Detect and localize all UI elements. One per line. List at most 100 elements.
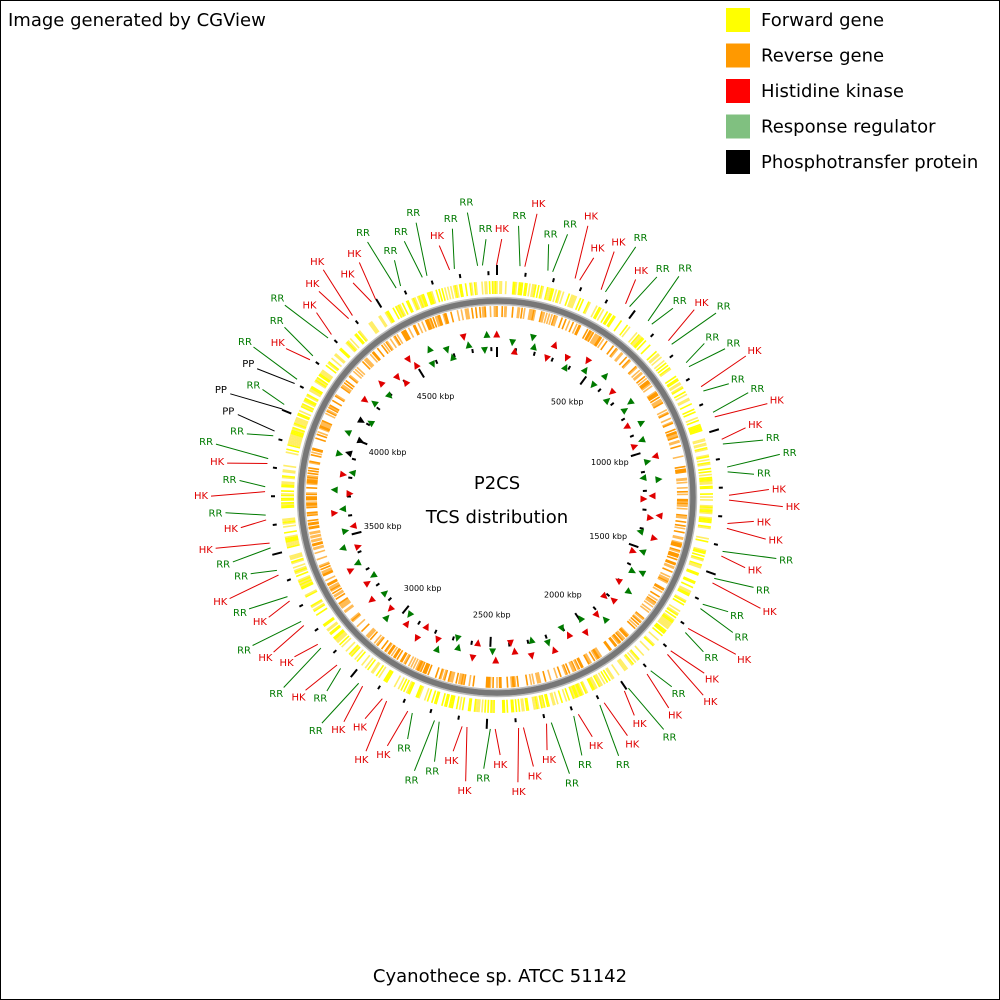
- label-connector: [225, 512, 266, 516]
- feature-marker: [506, 639, 514, 647]
- reverse-gene: [392, 647, 401, 658]
- feature-marker: [469, 654, 477, 662]
- forward-gene: [619, 324, 629, 336]
- forward-gene: [535, 284, 540, 299]
- forward-gene: [606, 667, 615, 679]
- reverse-gene: [528, 673, 533, 686]
- forward-gene: [358, 330, 369, 342]
- feature-label: RR: [459, 198, 473, 209]
- forward-gene: [338, 635, 350, 646]
- forward-gene: [313, 603, 326, 613]
- label-connector: [577, 714, 593, 738]
- feature-marker: [643, 458, 652, 466]
- label-connector: [215, 443, 269, 460]
- label-connector: [726, 527, 766, 540]
- reverse-gene: [429, 317, 436, 329]
- reverse-gene: [365, 357, 375, 367]
- reverse-gene: [522, 307, 526, 320]
- reverse-gene: [670, 444, 682, 450]
- feature-marker: [492, 656, 500, 664]
- reverse-gene: [510, 676, 513, 688]
- forward-gene: [416, 295, 424, 309]
- outer-tick: [458, 273, 462, 279]
- label-connector: [727, 471, 755, 475]
- forward-gene: [510, 699, 513, 713]
- feature-label: RR: [223, 475, 237, 486]
- forward-gene: [661, 614, 674, 624]
- reverse-gene: [312, 447, 324, 452]
- reverse-gene: [349, 374, 359, 383]
- feature-label: RR: [730, 611, 744, 622]
- label-connector: [650, 670, 673, 688]
- feature-label: RR: [425, 766, 439, 777]
- reverse-gene: [593, 336, 602, 347]
- feature-label: RR: [750, 384, 764, 395]
- forward-gene: [673, 390, 686, 399]
- forward-gene: [289, 435, 303, 441]
- feature-marker: [636, 528, 645, 536]
- label-connector: [603, 702, 628, 736]
- forward-gene: [370, 661, 380, 674]
- feature-marker: [566, 631, 574, 640]
- reverse-gene: [590, 333, 598, 345]
- inner-tick: [605, 592, 611, 598]
- feature-label: RR: [663, 733, 677, 744]
- reverse-gene: [531, 673, 535, 685]
- inner-tick: [567, 365, 572, 371]
- reverse-gene: [444, 312, 450, 324]
- reverse-gene: [594, 647, 603, 658]
- reverse-gene: [360, 623, 370, 633]
- outer-tick: [578, 286, 583, 292]
- forward-gene: [597, 672, 606, 685]
- feature-marker: [454, 634, 462, 642]
- reverse-gene: [665, 558, 677, 565]
- feature-label: HK: [376, 750, 391, 761]
- outer-tick: [298, 603, 304, 608]
- feature-marker: [638, 435, 646, 443]
- reverse-gene: [635, 611, 645, 620]
- reverse-gene: [640, 381, 651, 390]
- reverse-gene: [658, 575, 670, 582]
- label-connector: [546, 723, 548, 751]
- inner-tick: [470, 640, 473, 645]
- forward-gene: [699, 476, 713, 480]
- feature-marker: [651, 452, 660, 459]
- label-connector: [721, 427, 746, 440]
- reverse-gene: [618, 356, 628, 366]
- forward-gene: [301, 402, 315, 411]
- outer-tick: [430, 280, 434, 285]
- inner-tick: [357, 550, 362, 554]
- reverse-gene: [646, 390, 657, 399]
- outer-tick: [299, 385, 305, 389]
- reverse-gene: [616, 630, 626, 640]
- reverse-gene: [591, 649, 599, 660]
- forward-gene: [699, 508, 713, 512]
- forward-gene: [698, 467, 712, 471]
- forward-gene: [282, 517, 296, 521]
- reverse-gene: [562, 664, 569, 675]
- forward-gene: [514, 281, 518, 295]
- legend-swatch: [726, 43, 750, 68]
- forward-gene: [689, 560, 703, 566]
- feature-marker: [432, 645, 440, 654]
- forward-gene: [366, 659, 377, 671]
- forward-gene: [651, 626, 663, 637]
- forward-gene: [476, 699, 480, 713]
- reverse-gene: [344, 605, 355, 614]
- reverse-gene: [320, 423, 331, 430]
- reverse-gene: [310, 537, 322, 542]
- label-connector: [452, 726, 463, 752]
- label-connector: [438, 245, 451, 271]
- feature-marker: [628, 566, 636, 574]
- reverse-gene: [641, 383, 652, 391]
- feature-marker: [640, 495, 648, 503]
- reverse-gene: [658, 412, 670, 419]
- feature-label: RR: [405, 775, 419, 786]
- forward-gene: [392, 307, 400, 320]
- forward-gene: [649, 354, 661, 364]
- reverse-gene: [364, 358, 374, 368]
- forward-gene: [308, 389, 321, 398]
- reverse-gene: [322, 569, 333, 576]
- forward-gene: [475, 698, 478, 713]
- label-connector: [518, 225, 521, 267]
